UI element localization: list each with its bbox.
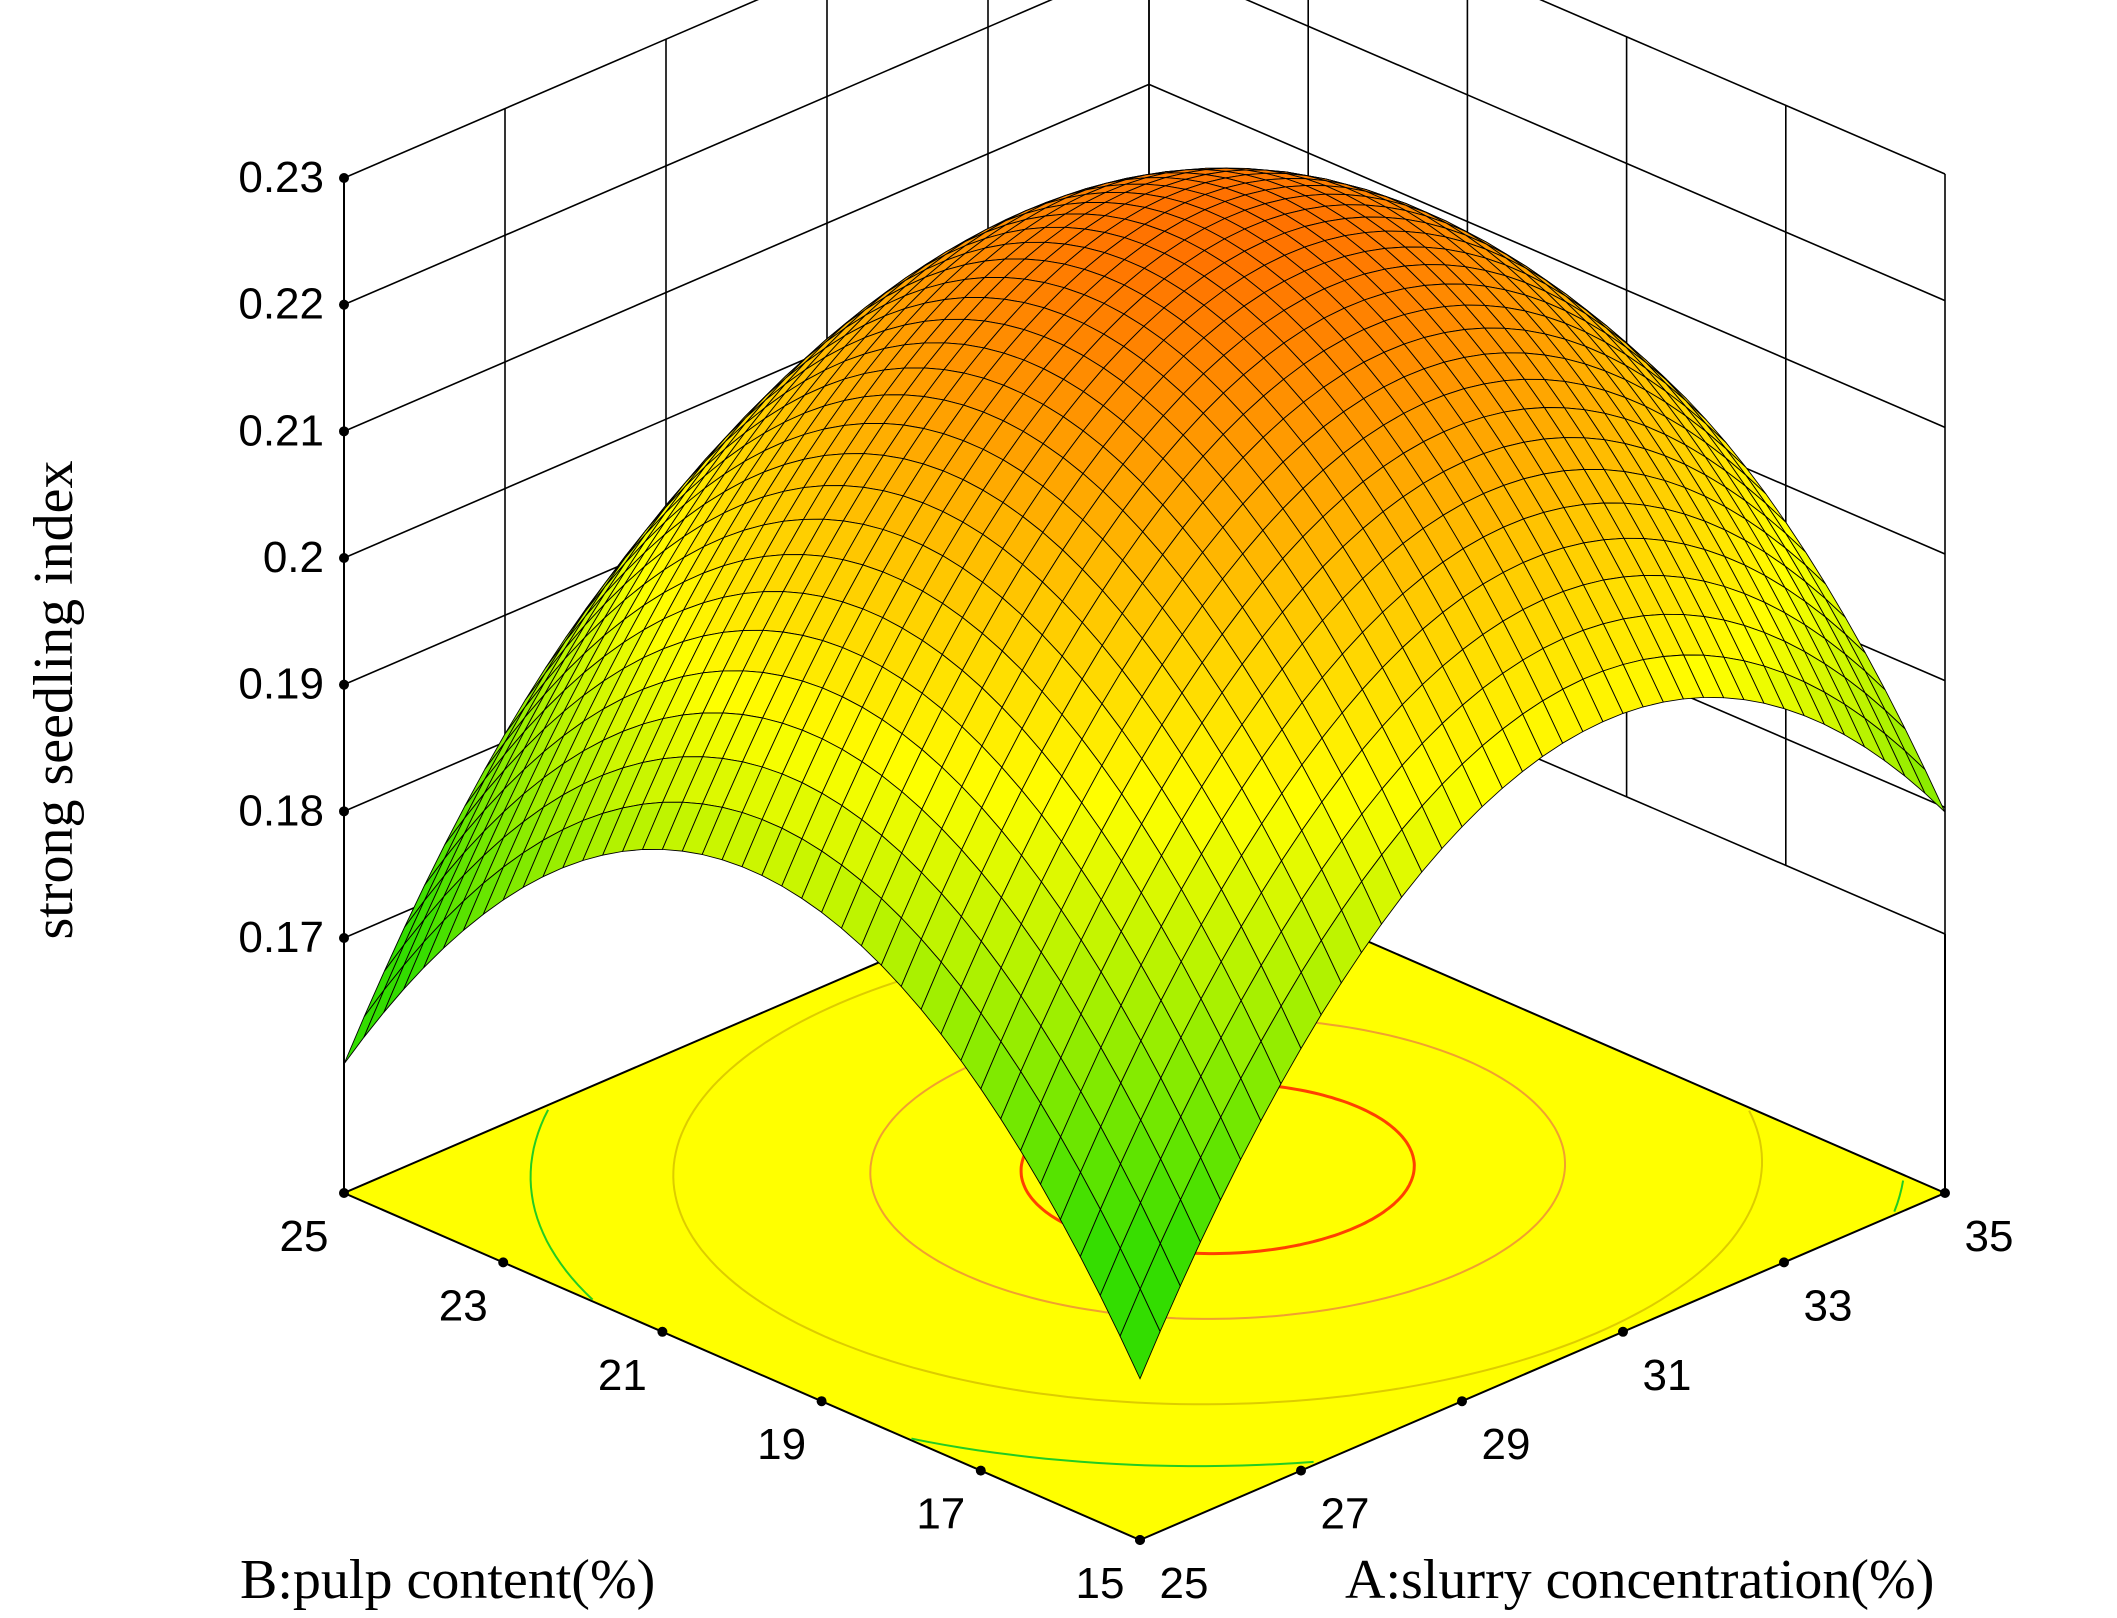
z-tick-label: 0.2: [263, 533, 324, 582]
z-tick-label: 0.19: [238, 660, 324, 709]
x-tick-label: 35: [1965, 1212, 2014, 1261]
wall-grid-line: [1539, 0, 1946, 175]
z-axis-title: strong seedling index: [23, 460, 85, 939]
y-tick-label: 15: [1076, 1559, 1125, 1608]
y-tick-mark: [498, 1257, 509, 1268]
wall-grid-line: [343, 83, 1150, 433]
x-tick-mark: [1779, 1257, 1789, 1268]
surface-cell: [343, 989, 385, 1065]
chart-axes: 0.17 0.18 0.19 0.2 0.21 0.22 0.23 25 27 29 31 33 35 1…: [238, 153, 2013, 1608]
y-axis-title: B:pulp content(%): [240, 1549, 655, 1611]
y-tick-label: 21: [598, 1351, 647, 1400]
x-tick-mark: [1296, 1465, 1306, 1476]
y-tick-label: 25: [280, 1212, 329, 1261]
surface-cell: [1119, 1287, 1161, 1380]
response-surface: [343, 167, 1946, 1380]
x-tick-label: 25: [1160, 1559, 1209, 1608]
wall-grid-line: [1245, 0, 1946, 302]
wall-grid-line: [343, 0, 759, 179]
y-tick-mark: [657, 1326, 668, 1337]
x-axis-title: A:slurry concentration(%): [1345, 1549, 1934, 1611]
y-tick-label: 19: [757, 1420, 806, 1469]
z-tick-label: 0.18: [238, 786, 324, 835]
x-tick-mark: [1457, 1396, 1467, 1407]
z-tick-label: 0.21: [238, 406, 324, 455]
y-tick-label: 23: [439, 1281, 488, 1330]
x-tick-mark: [1618, 1326, 1628, 1337]
y-tick-mark: [975, 1465, 986, 1476]
z-tick-label: 0.17: [238, 913, 324, 962]
x-tick-mark: [1940, 1188, 1950, 1198]
wall-grid-line: [343, 0, 1053, 306]
z-tick-label: 0.22: [238, 280, 324, 329]
x-tick-label: 31: [1643, 1351, 1692, 1400]
x-tick-label: 33: [1804, 1281, 1853, 1330]
wall-grid-line: [1148, 83, 1946, 429]
x-tick-label: 29: [1482, 1420, 1531, 1469]
y-tick-mark: [816, 1396, 827, 1407]
y-tick-label: 17: [916, 1490, 965, 1539]
y-tick-mark: [1135, 1535, 1145, 1545]
z-tick-label: 0.23: [238, 153, 324, 202]
y-tick-mark: [339, 1188, 349, 1198]
x-tick-label: 27: [1321, 1490, 1370, 1539]
